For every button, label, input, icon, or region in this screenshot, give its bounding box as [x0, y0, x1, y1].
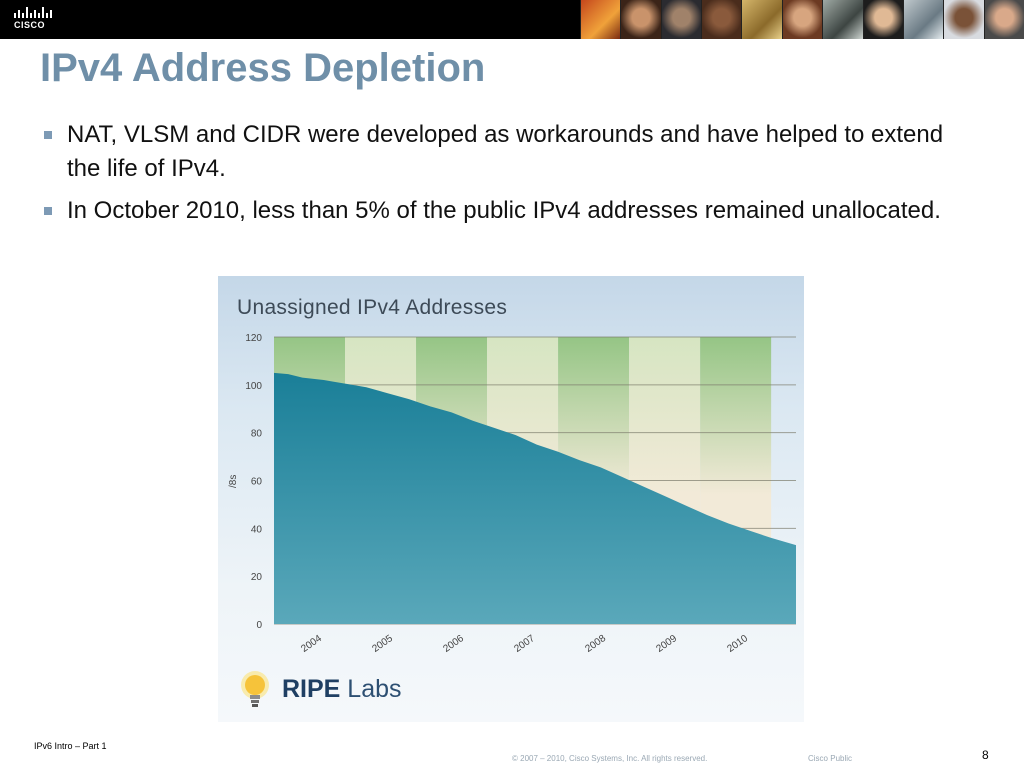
ripe-logo-bold: RIPE	[282, 675, 341, 703]
x-tick-label: 2005	[370, 633, 395, 655]
photo-tile	[902, 0, 944, 39]
page-number: 8	[982, 748, 989, 762]
bullet-square-icon	[44, 131, 52, 139]
bullet-text: In October 2010, less than 5% of the pub…	[67, 197, 941, 224]
ripe-logo-light: Labs	[340, 675, 402, 703]
x-tick-label: 2008	[583, 633, 608, 655]
cisco-logo-text: CISCO	[14, 20, 46, 30]
footer-classification: Cisco Public	[808, 754, 853, 763]
ripe-labs-logo: RIPE Labs	[282, 675, 402, 704]
header-bar: CISCO	[0, 0, 1024, 39]
x-tick-label: 2010	[725, 633, 750, 655]
x-tick-label: 2004	[299, 633, 324, 655]
y-tick-label: 20	[251, 572, 263, 583]
photo-tile	[781, 0, 823, 39]
chart-title: Unassigned IPv4 Addresses	[237, 296, 508, 319]
photo-tile	[660, 0, 702, 39]
photo-tile	[862, 0, 903, 39]
photo-tile	[943, 0, 984, 39]
y-tick-label: 60	[251, 477, 263, 488]
y-tick-label: 120	[245, 333, 262, 344]
y-tick-label: 80	[251, 429, 263, 440]
lightbulb-icon	[241, 671, 269, 707]
bullet-text: NAT, VLSM and CIDR were developed as wor…	[67, 121, 944, 182]
bullet-item: In October 2010, less than 5% of the pub…	[44, 194, 964, 228]
bullet-item: NAT, VLSM and CIDR were developed as wor…	[44, 118, 964, 186]
people-photo-strip	[580, 0, 1024, 39]
bullet-list: NAT, VLSM and CIDR were developed as wor…	[44, 118, 964, 236]
photo-tile	[822, 0, 863, 39]
x-tick-label: 2009	[654, 633, 679, 655]
y-axis-label: /8s	[228, 475, 239, 488]
x-tick-label: 2007	[512, 633, 537, 655]
photo-tile	[983, 0, 1024, 39]
bullet-square-icon	[44, 207, 52, 215]
y-tick-label: 100	[245, 381, 262, 392]
cisco-logo-icon	[14, 7, 52, 18]
photo-tile	[741, 0, 782, 39]
footer-copyright: © 2007 – 2010, Cisco Systems, Inc. All r…	[512, 754, 708, 763]
footer-course-label: IPv6 Intro – Part 1	[34, 741, 107, 751]
photo-tile	[580, 0, 621, 39]
photo-tile	[620, 0, 661, 39]
y-tick-label: 40	[251, 524, 263, 535]
photo-tile	[701, 0, 742, 39]
area-series	[274, 372, 796, 624]
y-tick-label: 0	[256, 620, 262, 631]
slide-title: IPv4 Address Depletion	[40, 46, 486, 90]
x-tick-label: 2006	[441, 633, 466, 655]
